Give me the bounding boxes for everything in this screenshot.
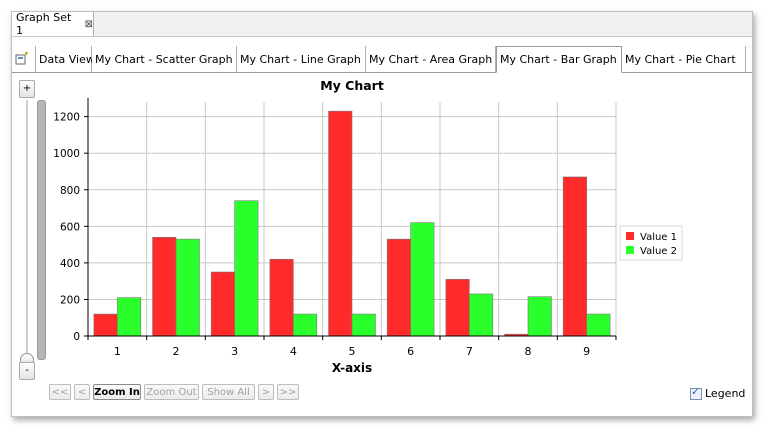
bar [328, 110, 353, 337]
legend-entry: Value 2 [640, 246, 677, 257]
tab-bar-graph[interactable]: My Chart - Bar Graph ⊠ [496, 46, 630, 73]
legend-swatch [626, 246, 634, 254]
y-tick-label: 200 [60, 294, 80, 306]
tab-area-label: My Chart - Area Graph [369, 52, 493, 66]
tab-area-graph[interactable]: My Chart - Area Graph [366, 46, 496, 72]
legend-toggle[interactable]: Legend [690, 385, 746, 400]
y-tick-label: 1000 [53, 148, 80, 160]
x-tick-label: 3 [231, 345, 238, 358]
x-tick-label: 5 [349, 345, 356, 358]
legend-toggle-label: Legend [705, 387, 746, 400]
tab-data-view-label: Data View [39, 52, 95, 66]
x-tick-label: 2 [173, 345, 180, 358]
bar [175, 238, 200, 337]
tab-scatter-label: My Chart - Scatter Graph [95, 52, 233, 66]
bar [386, 238, 411, 337]
legend-swatch [626, 232, 634, 240]
outer-tab-bar: Graph Set 1 ⊠ [12, 11, 752, 37]
tab-scatter-graph[interactable]: My Chart - Scatter Graph [92, 46, 237, 72]
bar [469, 293, 494, 337]
bar [293, 313, 318, 337]
show-all-button[interactable]: Show All [202, 384, 255, 400]
bar [269, 258, 294, 337]
chart-title: My Chart [320, 78, 384, 93]
tab-graph-set-1[interactable]: Graph Set 1 ⊠ [12, 11, 94, 37]
new-view-icon [15, 52, 28, 65]
bar [234, 200, 259, 337]
tab-pie-chart[interactable]: My Chart - Pie Chart [622, 46, 746, 72]
bar [445, 279, 470, 337]
next-button[interactable]: > [258, 384, 274, 400]
bar [410, 222, 435, 337]
x-tick-label: 1 [114, 345, 121, 358]
tab-data-view[interactable]: Data View [36, 46, 95, 72]
zoom-out-button[interactable]: Zoom Out [144, 384, 199, 400]
bar [351, 313, 376, 337]
tab-line-label: My Chart - Line Graph [240, 52, 361, 66]
tab-new-view[interactable] [12, 46, 36, 72]
close-icon[interactable]: ⊠ [84, 18, 93, 30]
bar [93, 313, 118, 337]
x-tick-label: 7 [466, 345, 473, 358]
bar [210, 271, 235, 337]
legend-box [619, 225, 683, 261]
vertical-scrollbar[interactable] [37, 100, 46, 360]
first-button[interactable]: << [49, 384, 71, 400]
tab-bar-label: My Chart - Bar Graph [500, 53, 617, 66]
bar [117, 297, 142, 337]
x-tick-label: 6 [407, 345, 414, 358]
y-tick-label: 600 [60, 221, 80, 233]
x-tick-label: 9 [583, 345, 590, 358]
bar [586, 313, 611, 337]
x-tick-label: 4 [290, 345, 297, 358]
tab-label: Graph Set 1 [16, 11, 72, 37]
bar [152, 236, 177, 337]
zoom-plus-button[interactable]: + [19, 80, 35, 98]
last-button[interactable]: >> [277, 384, 299, 400]
graph-window: Graph Set 1 ⊠ Data View My Chart - Scatt… [11, 11, 753, 417]
bar-chart: My Chart 0 200 400 600 800 1000 1200 1 2 3 4 5 6 7 8 9 X-… [53, 78, 683, 375]
prev-button[interactable]: < [74, 384, 90, 400]
tab-line-graph[interactable]: My Chart - Line Graph [237, 46, 366, 72]
bar [562, 176, 587, 337]
bar [527, 296, 552, 337]
y-tick-label: 0 [73, 331, 80, 343]
y-tick-label: 400 [60, 258, 80, 270]
inner-tab-bar: Data View My Chart - Scatter Graph My Ch… [12, 46, 752, 73]
y-tick-label: 800 [60, 185, 80, 197]
zoom-in-button[interactable]: Zoom In [93, 384, 141, 400]
y-tick-label: 1200 [53, 112, 80, 124]
zoom-slider-track[interactable] [26, 100, 28, 356]
legend-checkbox[interactable] [690, 385, 702, 400]
x-axis-label: X-axis [332, 361, 372, 375]
legend-entry: Value 1 [640, 232, 677, 243]
tab-pie-label: My Chart - Pie Chart [625, 52, 736, 66]
x-tick-label: 8 [525, 345, 532, 358]
zoom-minus-button[interactable]: - [19, 362, 35, 380]
